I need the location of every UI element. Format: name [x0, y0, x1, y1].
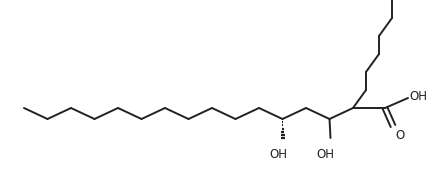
Text: OH: OH [409, 90, 427, 104]
Text: O: O [395, 129, 404, 142]
Text: OH: OH [270, 148, 288, 161]
Text: OH: OH [317, 148, 334, 161]
